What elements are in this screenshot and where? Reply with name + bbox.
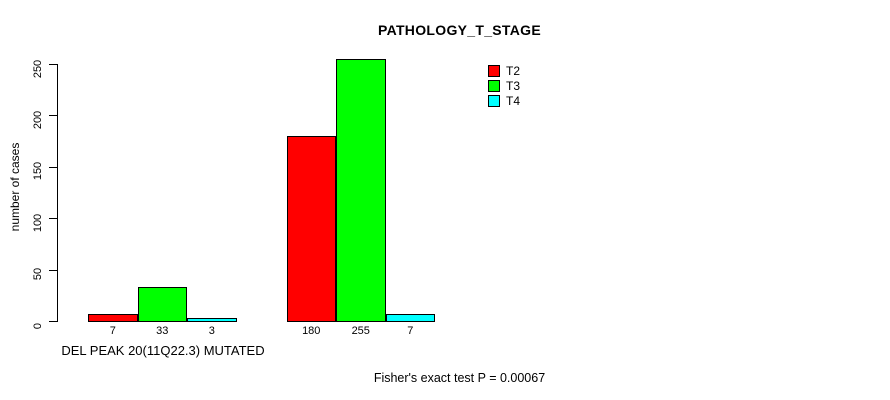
y-axis-tick — [49, 269, 57, 271]
bar-value-label-t2-group-1: 7 — [109, 325, 116, 337]
legend: T2 T3 T4 — [488, 65, 520, 110]
legend-item-t4: T4 — [488, 95, 520, 107]
bar-t4-group-2 — [385, 313, 435, 322]
y-axis-tick-label-text: 50 — [32, 267, 44, 281]
y-axis-tick — [49, 166, 57, 168]
chart-title: PATHOLOGY_T_STAGE — [377, 22, 541, 38]
legend-item-t3: T3 — [488, 80, 520, 92]
y-axis-tick — [49, 321, 57, 322]
y-axis-label-text: number of cases — [8, 142, 22, 232]
legend-swatch-t3 — [488, 80, 500, 92]
legend-label-t2: T2 — [506, 64, 521, 78]
bar-value-label-t4-group-1: 3 — [208, 325, 215, 337]
legend-swatch-t2 — [488, 65, 500, 77]
y-axis-tick-label-text: 250 — [32, 59, 44, 78]
bar-t2-group-2 — [286, 135, 336, 322]
legend-item-t2: T2 — [488, 65, 520, 77]
footnote: Fisher's exact test P = 0.00067 — [373, 371, 546, 385]
bar-t3-group-2 — [336, 58, 386, 322]
y-axis-tick-label-text: 150 — [32, 162, 44, 181]
y-axis-line — [57, 64, 58, 322]
legend-swatch-t4 — [488, 95, 500, 107]
x-axis-group-label: DEL PEAK 20(11Q22.3) MUTATED — [61, 343, 265, 358]
legend-label-t4: T4 — [506, 94, 521, 108]
y-axis-tick-label-text: 0 — [32, 322, 44, 329]
y-axis-tick-label-text: 200 — [32, 110, 44, 130]
bar-t3-group-1 — [137, 287, 187, 322]
bar-t2-group-1 — [88, 313, 138, 322]
bar-t4-group-1 — [187, 317, 237, 322]
bar-value-label-t3-group-1: 33 — [156, 325, 169, 337]
y-axis-tick — [49, 218, 57, 220]
y-axis-tick — [49, 115, 57, 117]
y-axis-tick — [49, 64, 57, 65]
legend-label-t3: T3 — [506, 79, 521, 93]
bar-value-label-t3-group-2: 255 — [351, 325, 370, 337]
bar-value-label-t2-group-2: 180 — [302, 325, 321, 337]
bar-value-label-t4-group-2: 7 — [407, 325, 414, 337]
y-axis-tick-label-text: 100 — [32, 213, 44, 232]
